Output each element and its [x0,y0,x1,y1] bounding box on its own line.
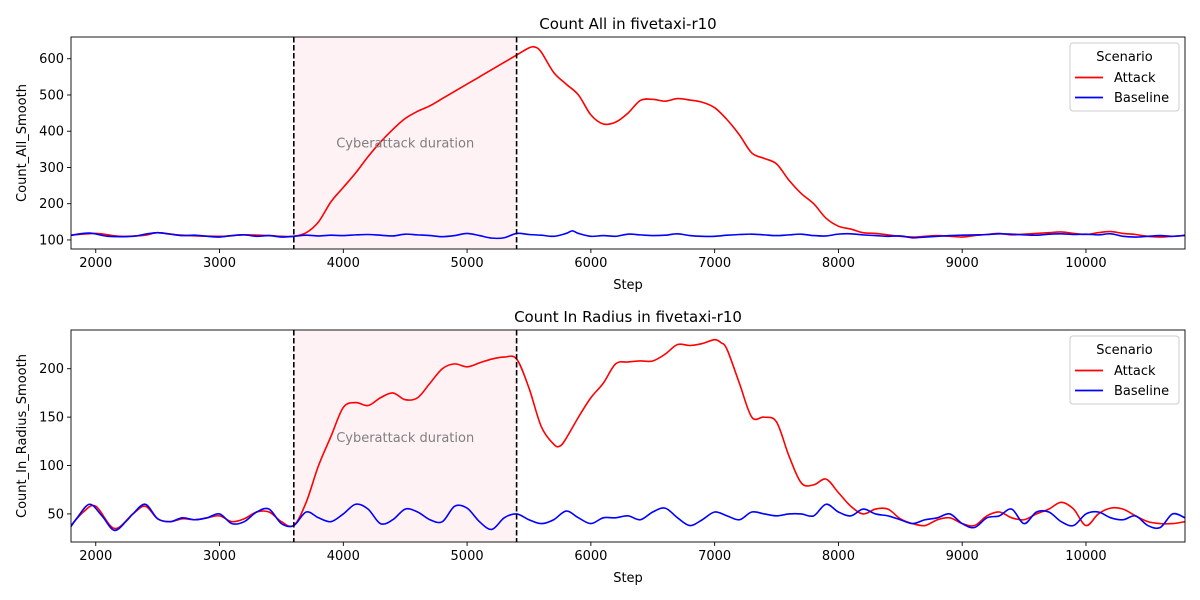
y-axis-label: Count_In_Radius_Smooth [15,354,30,518]
chart-title: Count In Radius in fivetaxi-r10 [514,308,742,326]
legend-box [1069,42,1180,112]
x-tick-label: 4000 [327,256,360,271]
x-tick-label: 7000 [698,549,731,564]
x-tick-label: 8000 [822,549,855,564]
series-line-baseline [71,503,1185,532]
x-tick-label: 8000 [822,256,855,271]
y-tick-label: 400 [39,125,64,140]
y-axis-label: Count_All_Smooth [15,84,30,202]
x-tick-label: 9000 [946,256,979,271]
x-tick-label: 5000 [451,549,484,564]
x-tick-label: 5000 [451,256,484,271]
series-line-attack [71,45,1185,238]
x-tick-label: 6000 [574,549,607,564]
y-tick-label: 300 [39,161,64,176]
x-axis-label: Step [613,278,643,293]
y-tick-label: 200 [39,362,64,377]
x-tick-label: 4000 [327,549,360,564]
legend-title: Scenario [1096,50,1153,65]
axes-frame [70,329,1186,543]
y-tick-label: 150 [39,411,64,426]
axes-frame [70,36,1186,250]
legend: Scenario Attack Baseline [1069,335,1180,405]
legend-label-attack: Attack [1114,364,1156,379]
x-tick-label: 2000 [79,256,112,271]
x-tick-label: 6000 [574,256,607,271]
subplot-1: Cyberattack duration 2000 3000 4000 5000 6000… [15,15,1186,293]
legend-label-baseline: Baseline [1114,384,1169,399]
x-tick-label: 10000 [1065,256,1106,271]
y-tick-label: 600 [39,52,64,67]
legend-label-baseline: Baseline [1114,91,1169,106]
attack-shaded-region [293,37,517,249]
series-line-attack [71,338,1185,530]
x-tick-label: 10000 [1065,549,1106,564]
series-group [71,338,1185,532]
legend-title: Scenario [1096,343,1153,358]
legend-label-attack: Attack [1114,71,1156,86]
legend-box [1069,335,1180,405]
x-axis-label: Step [613,571,643,586]
series-line-baseline [71,230,1185,240]
x-tick-label: 7000 [698,256,731,271]
y-tick-label: 100 [39,459,64,474]
y-tick-label: 200 [39,197,64,212]
x-tick-label: 3000 [203,256,236,271]
y-tick-label: 50 [47,507,64,522]
annotation-label: Cyberattack duration [336,431,474,446]
subplot-2: Cyberattack duration 2000 3000 4000 5000 6000… [15,308,1186,586]
annotation-label: Cyberattack duration [336,136,474,151]
x-tick-label: 3000 [203,549,236,564]
chart-title: Count All in fivetaxi-r10 [539,15,716,33]
legend: Scenario Attack Baseline [1069,42,1180,112]
x-tick-label: 2000 [79,549,112,564]
y-tick-label: 100 [39,233,64,248]
y-tick-label: 500 [39,88,64,103]
x-tick-label: 9000 [946,549,979,564]
series-group [71,45,1185,240]
